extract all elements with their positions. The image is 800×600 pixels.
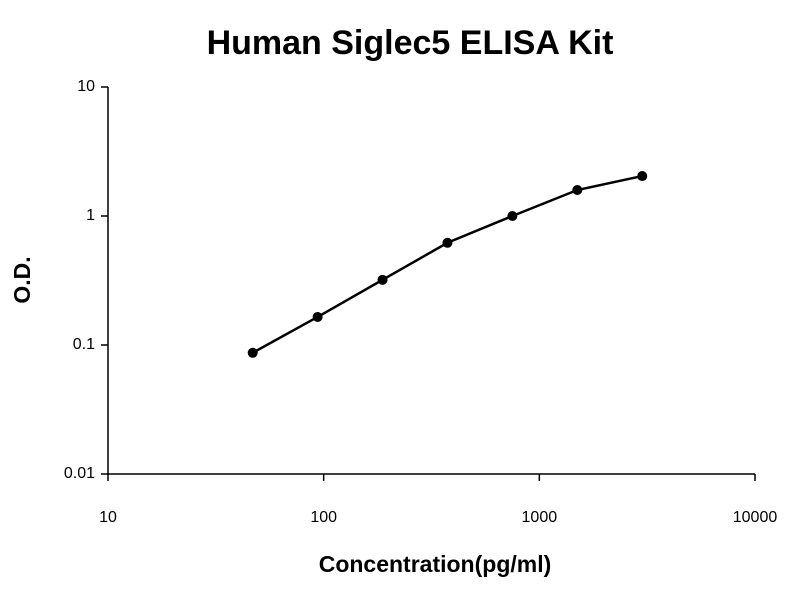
data-point (312, 311, 323, 322)
data-point (507, 211, 518, 221)
x-tick-label: 100 (310, 509, 337, 526)
y-tick-label: 10 (77, 78, 95, 95)
y-axis-title: O.D. (9, 256, 35, 303)
chart-title: Human Siglec5 ELISA Kit (207, 24, 614, 62)
data-point (247, 347, 258, 358)
data-point (572, 185, 583, 196)
data-point (377, 274, 388, 285)
x-tick-label: 1000 (522, 509, 558, 526)
x-axis-title: Concentration(pg/ml) (319, 551, 552, 577)
curve (252, 174, 643, 354)
y-tick-label: 1 (86, 207, 95, 224)
x-tick-label: 10 (99, 509, 117, 526)
y-tick-label: 0.1 (73, 336, 95, 353)
data-point (637, 171, 648, 182)
x-tick-label: 10000 (733, 509, 778, 526)
data-point (442, 237, 453, 248)
y-tick-label: 0.01 (64, 465, 95, 482)
